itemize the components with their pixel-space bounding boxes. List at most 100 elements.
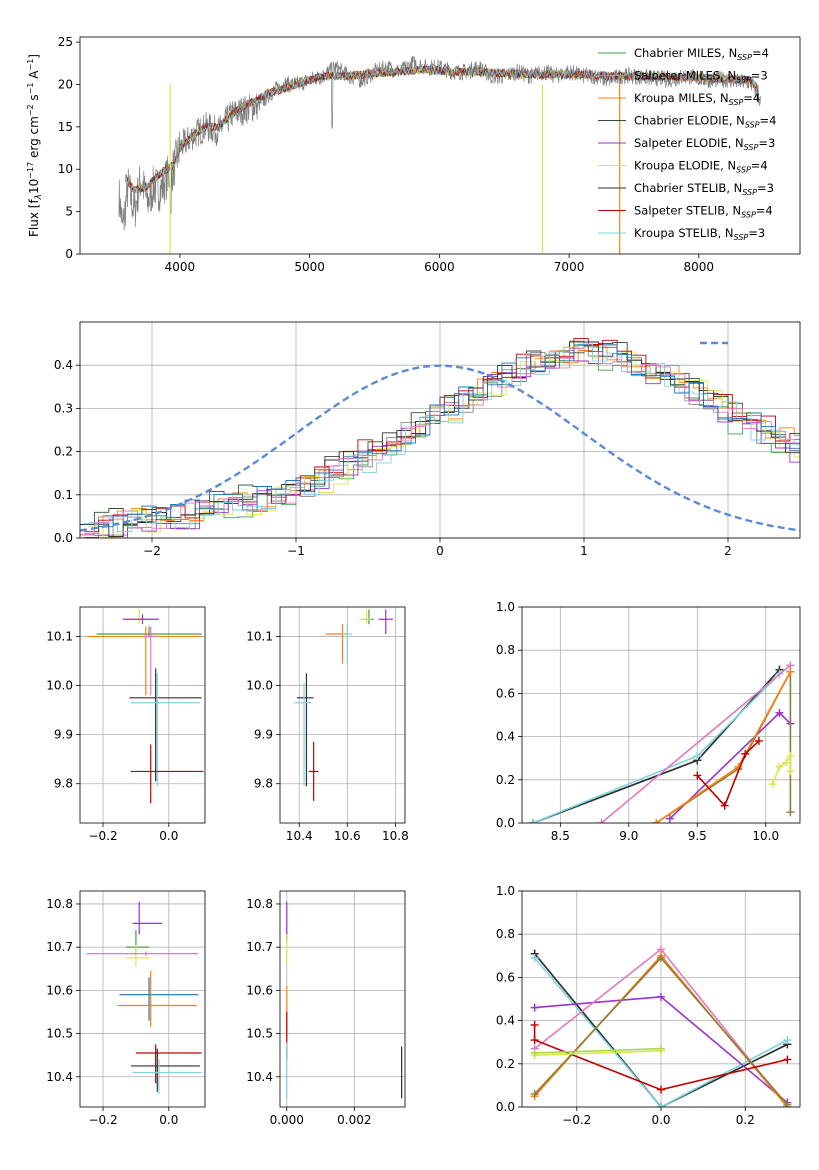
y-tick-label: 0.4 [496, 730, 515, 744]
axes-frame [79, 606, 206, 824]
residual-histogram-9 [88, 343, 800, 533]
weight-point [530, 1036, 539, 1045]
x-tick-label: 8000 [684, 260, 715, 274]
y-tick-label: 9.9 [254, 728, 273, 742]
plot-area [86, 901, 202, 1095]
x-tick-label: 9.0 [619, 829, 638, 843]
y-axis-label: Flux [fλ10−17 erg cm−2 s−1 A−1] [26, 54, 44, 237]
weight-point [665, 814, 674, 823]
y-tick-label: 0.3 [54, 401, 73, 415]
weight-point [775, 708, 784, 717]
x-tick-label: −2 [143, 544, 161, 558]
weight-point [530, 1003, 539, 1012]
x-tick-label: 4000 [165, 260, 196, 274]
y-tick-label: 10.0 [46, 679, 73, 693]
y-tick-label: 0.1 [54, 488, 73, 502]
y-tick-label: 10.7 [46, 940, 73, 954]
x-tick-label: 2 [724, 544, 732, 558]
weight-point [783, 1055, 792, 1064]
y-tick-label: 0.0 [496, 816, 515, 830]
y-tick-label: 9.8 [54, 777, 73, 791]
x-tick-label: 0.000 [270, 1113, 304, 1127]
weight-point [720, 801, 729, 810]
weight-series-2 [532, 669, 781, 823]
panel-spectrum: 4000 5000 6000 7000 8000 0 5 10 15 20 25 Flux [fλ10… [26, 35, 801, 274]
model-spectrum-3 [125, 65, 759, 194]
axes-frame [279, 890, 406, 1108]
legend-entry: Kroupa ELODIE, NSSP=4 [634, 159, 768, 175]
model-spectrum-1 [125, 65, 759, 194]
y-tick-label: 0.4 [496, 1014, 515, 1028]
x-tick-label: 0 [436, 544, 444, 558]
legend-entry: Kroupa MILES, NSSP=4 [634, 91, 760, 107]
legend-entry: Chabrier MILES, NSSP=4 [634, 46, 769, 62]
weight-point [693, 771, 702, 780]
weight-series-5 [600, 664, 791, 823]
y-tick-label: 0 [65, 247, 73, 261]
legend-entry: Salpeter STELIB, NSSP=4 [634, 204, 773, 220]
y-tick-label: 10.8 [246, 897, 273, 911]
y-tick-label: 10.4 [246, 1070, 273, 1084]
weight-point [693, 752, 702, 761]
weight-point [768, 780, 777, 789]
weight-point [597, 819, 606, 823]
panel-residuals: −2 −1 0 1 2 0.0 0.1 0.2 0.3 0.4 [54, 321, 801, 558]
x-tick-label: 6000 [424, 260, 455, 274]
weight-point [530, 1090, 539, 1099]
x-tick-label: 0.002 [337, 1113, 371, 1127]
y-tick-label: 0.0 [496, 1100, 515, 1114]
panel-age-vs-mass: 10.4 10.6 10.8 9.8 9.9 10.0 10.1 [246, 606, 409, 843]
weight-point [786, 752, 795, 761]
y-tick-label: 0.6 [496, 970, 515, 984]
x-tick-label: 10.0 [752, 829, 779, 843]
weight-series-1 [532, 669, 781, 823]
legend-entry: Kroupa STELIB, NSSP=3 [634, 226, 765, 242]
weight-point [530, 953, 539, 962]
weight-point [775, 762, 784, 771]
weight-series-8 [696, 740, 760, 808]
model-spectrum-2 [125, 65, 759, 193]
x-tick-label: −1 [287, 544, 305, 558]
y-tick-label: 1.0 [496, 884, 515, 898]
legend-entry: Chabrier STELIB, NSSP=3 [634, 181, 774, 197]
y-tick-label: 10.5 [246, 1027, 273, 1041]
normal-curve [80, 364, 800, 532]
panel-mass-vs-ebv: 0.000 0.002 10.4 10.5 10.6 10.7 10.8 [246, 890, 406, 1127]
y-tick-label: 9.8 [254, 777, 273, 791]
x-tick-label: 7000 [554, 260, 585, 274]
y-tick-label: 0.2 [496, 773, 515, 787]
legend-entry: Chabrier ELODIE, NSSP=4 [634, 114, 776, 130]
residual-histogram-10 [80, 347, 800, 536]
x-tick-label: 9.5 [688, 829, 707, 843]
plot-area [80, 338, 800, 538]
x-tick-label: 10.4 [286, 829, 313, 843]
axes-frame [279, 606, 406, 824]
weight-point [657, 992, 665, 1001]
residual-histogram-5 [84, 346, 800, 538]
weight-series-9 [534, 1050, 662, 1056]
weight-series-8 [533, 1024, 788, 1091]
x-tick-label: 5000 [294, 260, 325, 274]
weight-point [754, 736, 763, 745]
y-tick-label: 10.1 [246, 629, 273, 643]
panel-mass-vs-Z: −0.2 0.0 10.4 10.5 10.6 10.7 10.8 [46, 890, 206, 1127]
panel-weight-vs-Z: −0.2 0.0 0.2 0.0 0.2 0.4 0.6 0.8 1.0 [496, 884, 801, 1127]
weight-point [652, 819, 661, 823]
weight-point [657, 1103, 665, 1107]
residual-histogram-2 [84, 344, 800, 536]
plot-area [294, 609, 393, 801]
weight-point [783, 1100, 792, 1107]
y-tick-label: 10.0 [246, 679, 273, 693]
y-tick-label: 0.2 [496, 1057, 515, 1071]
x-tick-label: 1 [580, 544, 588, 558]
weight-point [741, 749, 750, 758]
panel-age-vs-Z: −0.2 0.0 9.8 9.9 10.0 10.1 [46, 606, 206, 843]
y-tick-label: 1.0 [496, 600, 515, 614]
axes-frame [79, 36, 801, 255]
weight-series-6 [655, 671, 792, 823]
residual-histogram-11 [84, 344, 800, 528]
model-spectrum-4 [125, 65, 759, 194]
plot-area [286, 901, 403, 1099]
y-tick-label: 10.8 [46, 897, 73, 911]
